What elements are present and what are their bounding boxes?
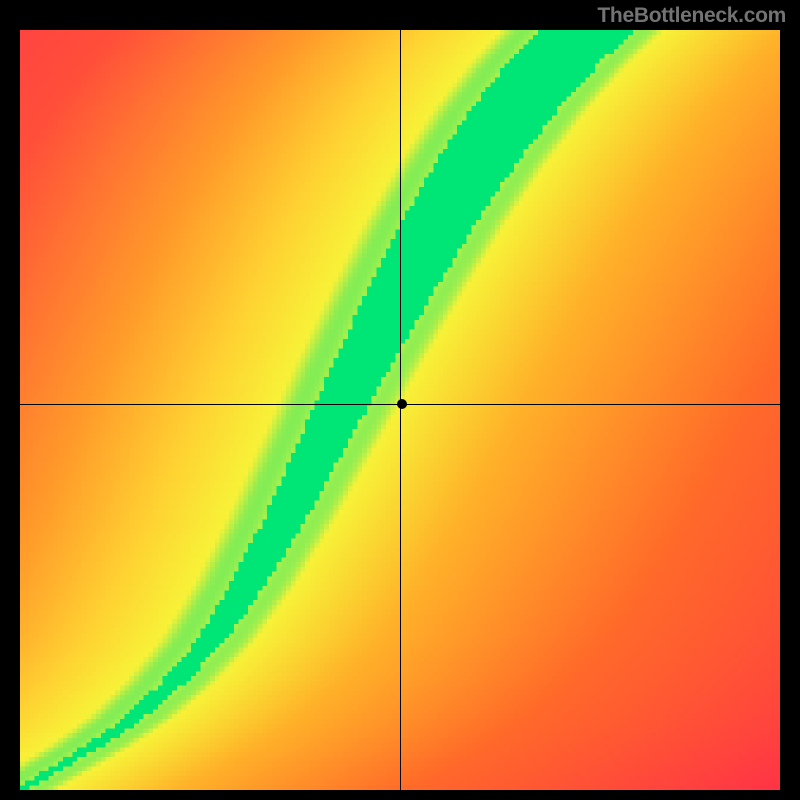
watermark-text: TheBottleneck.com	[597, 4, 786, 28]
crosshair-vertical	[400, 30, 401, 790]
chart-container: TheBottleneck.com	[0, 0, 800, 800]
